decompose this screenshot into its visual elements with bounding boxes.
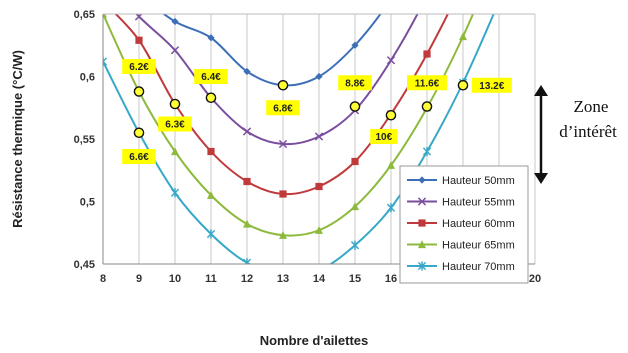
y-tick-label: 0,5 [80, 197, 95, 209]
x-tick-label: 11 [205, 273, 217, 285]
price-label: 13.2€ [479, 81, 504, 92]
legend-label-3: Hauteur 60mm [442, 218, 515, 230]
series-3-point [351, 157, 359, 166]
price-label: 8.8€ [345, 78, 365, 89]
y-axis-title: Résistance thermique (°C/W) [10, 50, 25, 228]
legend-label-2: Hauteur 55mm [442, 197, 515, 209]
series-2-point [314, 132, 324, 141]
legend-label-5: Hauteur 70mm [442, 261, 515, 273]
y-tick-label: 0,55 [74, 134, 95, 146]
highlight-point [385, 109, 397, 121]
price-label: 6.4€ [201, 72, 221, 83]
series-3-point [135, 36, 143, 44]
price-label: 6.2€ [129, 62, 149, 73]
series-5-point [422, 146, 432, 157]
x-tick-label: 16 [385, 273, 397, 285]
series-4-point [243, 219, 251, 228]
series-2-point [386, 56, 396, 65]
price-label: 10€ [375, 132, 392, 143]
series-3-point [207, 147, 215, 156]
x-tick-label: 20 [529, 273, 541, 285]
series-5-point [103, 56, 108, 67]
legend-label-1: Hauteur 50mm [442, 175, 515, 187]
zone-arrow-head-up [534, 85, 548, 96]
x-tick-label: 8 [100, 273, 106, 285]
x-tick-label: 15 [349, 273, 361, 285]
series-2-point [242, 127, 252, 136]
x-tick-label: 13 [277, 273, 289, 285]
series-4-point [279, 231, 287, 239]
series-4-point [207, 191, 215, 199]
legend-marker-3 [418, 219, 426, 227]
series-2-point [278, 139, 288, 149]
series-1-point [243, 67, 251, 76]
price-label: 6.3€ [165, 120, 185, 131]
zone-annotation: Zone d’intérêt [534, 85, 617, 184]
legend-marker-2 [417, 197, 427, 206]
series-3-point [315, 182, 323, 191]
series-5-point [350, 240, 360, 250]
series-1-point [171, 17, 179, 26]
zone-label-line2: d’intérêt [559, 122, 617, 141]
series-3-point [243, 177, 251, 186]
y-tick-label: 0,65 [74, 9, 95, 21]
series-4-point [103, 14, 107, 18]
series-4-point [459, 32, 467, 41]
price-label-box [370, 129, 398, 144]
series-line-4 [103, 14, 475, 237]
series-3-point [423, 50, 431, 58]
highlight-point [133, 86, 145, 97]
legend-label-4: Hauteur 65mm [442, 240, 515, 252]
x-tick-label: 14 [313, 273, 326, 285]
highlight-point [169, 98, 181, 110]
highlight-point [457, 79, 469, 91]
series-4-point [387, 161, 395, 169]
series-5-point [386, 203, 396, 213]
series-1-point [351, 41, 359, 49]
series-1-point [207, 34, 215, 42]
price-label: 6.6€ [129, 152, 149, 163]
x-axis-title: Nombre d'ailettes [260, 333, 369, 348]
price-label-box [122, 59, 156, 74]
legend-marker-4 [418, 240, 426, 249]
y-tick-label: 0,45 [74, 259, 95, 271]
highlight-point [205, 92, 217, 104]
zone-label-line1: Zone [574, 97, 609, 116]
x-tick-label: 12 [241, 273, 253, 285]
legend: Hauteur 50mm Hauteur 55mm Hauteur 60mm Haut… [399, 165, 529, 284]
highlight-point [421, 101, 433, 112]
price-label-box [158, 116, 192, 132]
highlight-point [133, 127, 145, 139]
y-tick-label: 0,6 [80, 72, 95, 84]
highlight-point [349, 101, 361, 112]
price-label-box [194, 69, 228, 84]
series-4-point [171, 147, 179, 156]
series-4-point [351, 202, 359, 211]
price-annotations: 6.2€ 6.6€ 6.3€ 6.4€ 6.8€ 8.8€ 10€ 11.6€ 13.2€ [122, 59, 512, 164]
x-tick-label: 10 [169, 273, 181, 285]
price-label-box [122, 149, 156, 164]
series-4-point [315, 226, 323, 234]
zone-arrow-head-down [534, 173, 548, 184]
price-label-box [471, 77, 512, 93]
legend-marker-5 [417, 261, 427, 271]
price-label-box [338, 75, 372, 91]
series-5-point [242, 258, 252, 264]
highlight-point [277, 79, 289, 91]
price-label-box [266, 100, 300, 116]
price-label: 11.6€ [415, 78, 440, 89]
price-label-box [407, 75, 447, 91]
series-1-point [315, 72, 323, 81]
series-5-point [206, 229, 216, 239]
price-label: 6.8€ [273, 103, 293, 114]
x-tick-label: 9 [136, 273, 142, 285]
series-5-point [170, 188, 180, 198]
series-3-point [279, 190, 287, 198]
series-2-point [170, 46, 180, 55]
legend-marker-1 [418, 176, 426, 184]
